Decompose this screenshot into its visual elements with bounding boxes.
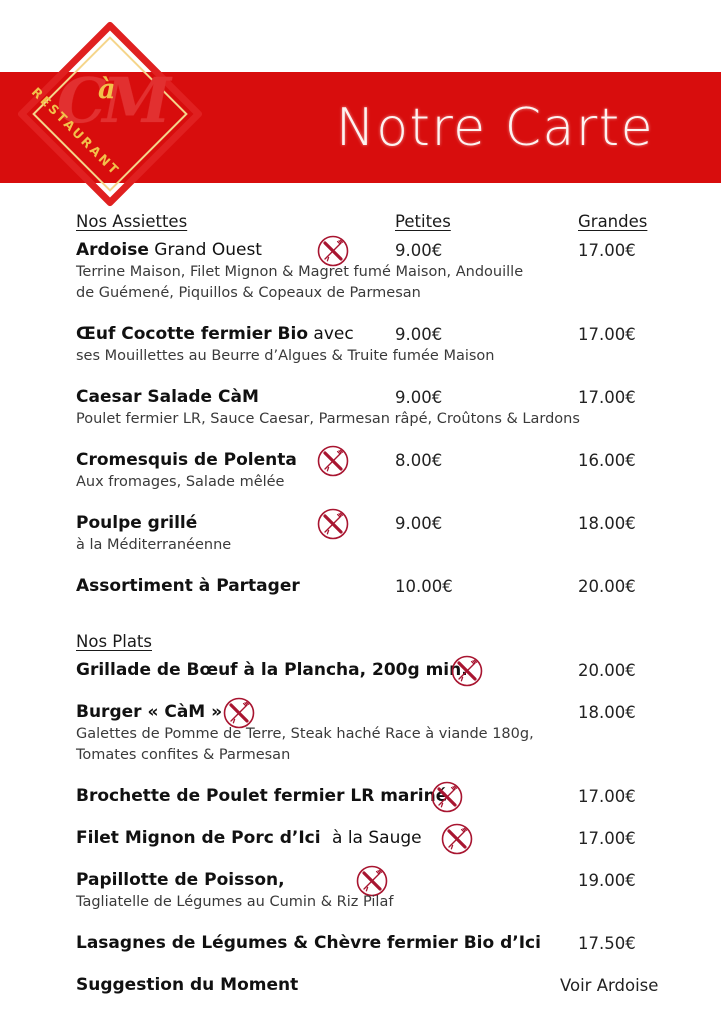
no-cutlery-icon [355, 864, 389, 898]
logo-accent-letter: à [98, 74, 116, 105]
column-header-large: Grandes [578, 212, 648, 231]
menu-item-name: Suggestion du Moment [76, 975, 299, 995]
price-small: 10.00€ [395, 577, 453, 596]
price-large: 19.00€ [578, 871, 636, 890]
menu-item[interactable]: Filet Mignon de Porc d’Ici à la Sauge 17.0… [0, 823, 721, 855]
menu-item-name: Œuf Cocotte fermier Bio [76, 324, 309, 344]
price-large: 17.00€ [578, 388, 636, 407]
menu-item-name-suffix: Grand Ouest [148, 240, 262, 260]
price-large: 17.00€ [578, 829, 636, 848]
menu-item[interactable]: Grillade de Bœuf à la Plancha, 200g min.… [0, 655, 721, 687]
menu-item-description: à la Méditerranéenne [76, 537, 232, 553]
price-large: 16.00€ [578, 451, 636, 470]
price-small: 9.00€ [395, 241, 443, 260]
header-banner [0, 72, 721, 183]
menu-item-name: Grillade de Bœuf à la Plancha, 200g min. [76, 660, 468, 680]
no-cutlery-icon [430, 780, 464, 814]
menu-item-description: Poulet fermier LR, Sauce Caesar, Parmesa… [76, 411, 580, 427]
menu-item[interactable]: Brochette de Poulet fermier LR mariné 17.… [0, 781, 721, 813]
page-title: Notre Carte [335, 98, 655, 158]
menu-item-description: Aux fromages, Salade mêlée [76, 474, 285, 490]
price-small: 8.00€ [395, 451, 443, 470]
no-cutlery-icon [450, 654, 484, 688]
menu-item-name: Brochette de Poulet fermier LR mariné [76, 786, 448, 806]
menu-item-name: Cromesquis de Polenta [76, 450, 297, 470]
price-large: Voir Ardoise [560, 976, 659, 995]
menu-item[interactable]: Œuf Cocotte fermier Bio avec 9.00€ 17.00€ s… [0, 324, 721, 367]
price-large: 18.00€ [578, 703, 636, 722]
no-cutlery-icon [222, 696, 256, 730]
menu-header: Notre Carte CM à RESTAURANT [0, 0, 721, 212]
menu-item-description: Tomates confites & Parmesan [76, 747, 291, 763]
no-cutlery-icon [316, 234, 350, 268]
menu-item-name: Papillotte de Poisson, [76, 870, 285, 890]
menu-item-name: Burger « CàM » [76, 702, 223, 722]
price-large: 17.00€ [578, 787, 636, 806]
menu-item[interactable]: Burger « CàM » 18.00€ Galettes de Pomme de… [0, 697, 721, 766]
menu-item-name: Ardoise [76, 240, 149, 260]
price-large: 17.00€ [578, 241, 636, 260]
menu-item[interactable]: Caesar Salade CàM 9.00€ 17.00€ Poulet fermi… [0, 387, 721, 430]
menu-item[interactable]: Papillotte de Poisson, 19.00€ Tagliatelle … [0, 865, 721, 913]
menu-item-description: Galettes de Pomme de Terre, Steak haché … [76, 726, 534, 742]
price-small: 9.00€ [395, 388, 443, 407]
section-header-plats: Nos Plats [0, 632, 721, 658]
logo-monogram: CM [57, 64, 171, 137]
section-title: Nos Assiettes [76, 212, 188, 231]
section-header-assiettes: Nos Assiettes Petites Grandes [0, 212, 721, 238]
menu-item-name-suffix: avec [308, 324, 354, 344]
menu-item-name: Filet Mignon de Porc d’Ici [76, 828, 321, 848]
section-title: Nos Plats [76, 632, 152, 651]
price-large: 17.00€ [578, 325, 636, 344]
menu-item-description: ses Mouillettes au Beurre d’Algues & Tru… [76, 348, 495, 364]
price-large: 17.50€ [578, 934, 636, 953]
price-large: 20.00€ [578, 661, 636, 680]
menu-item[interactable]: Ardoise Grand Ouest 9.00€ 17.00€ Terrine Ma… [0, 235, 721, 304]
no-cutlery-icon [316, 507, 350, 541]
menu-item-name: Caesar Salade CàM [76, 387, 259, 407]
menu-item-name: Lasagnes de Légumes & Chèvre fermier Bio… [76, 933, 541, 953]
menu-item[interactable]: Assortiment à Partager 10.00€ 20.00€ [0, 576, 721, 598]
menu-item-description: Terrine Maison, Filet Mignon & Magret fu… [76, 264, 524, 280]
menu-item-name-extra: à la Sauge [332, 828, 422, 848]
price-large: 20.00€ [578, 577, 636, 596]
menu-item[interactable]: Poulpe grillé 9.00€ 18.00€ à la Méditerrané… [0, 508, 721, 556]
menu-item-description: Tagliatelle de Légumes au Cumin & Riz Pi… [76, 894, 394, 910]
restaurant-logo: CM à RESTAURANT [16, 20, 204, 208]
menu-item[interactable]: Cromesquis de Polenta 8.00€ 16.00€ Aux from… [0, 445, 721, 493]
column-header-small: Petites [395, 212, 451, 231]
menu-item-name: Poulpe grillé [76, 513, 198, 533]
no-cutlery-icon [440, 822, 474, 856]
price-small: 9.00€ [395, 325, 443, 344]
menu-item[interactable]: Lasagnes de Légumes & Chèvre fermier Bio… [0, 933, 721, 955]
no-cutlery-icon [316, 444, 350, 478]
price-small: 9.00€ [395, 514, 443, 533]
price-large: 18.00€ [578, 514, 636, 533]
menu-item-description: de Guémené, Piquillos & Copeaux de Parme… [76, 285, 421, 301]
menu-item-name: Assortiment à Partager [76, 576, 300, 596]
menu-item[interactable]: Suggestion du Moment Voir Ardoise [0, 975, 721, 997]
